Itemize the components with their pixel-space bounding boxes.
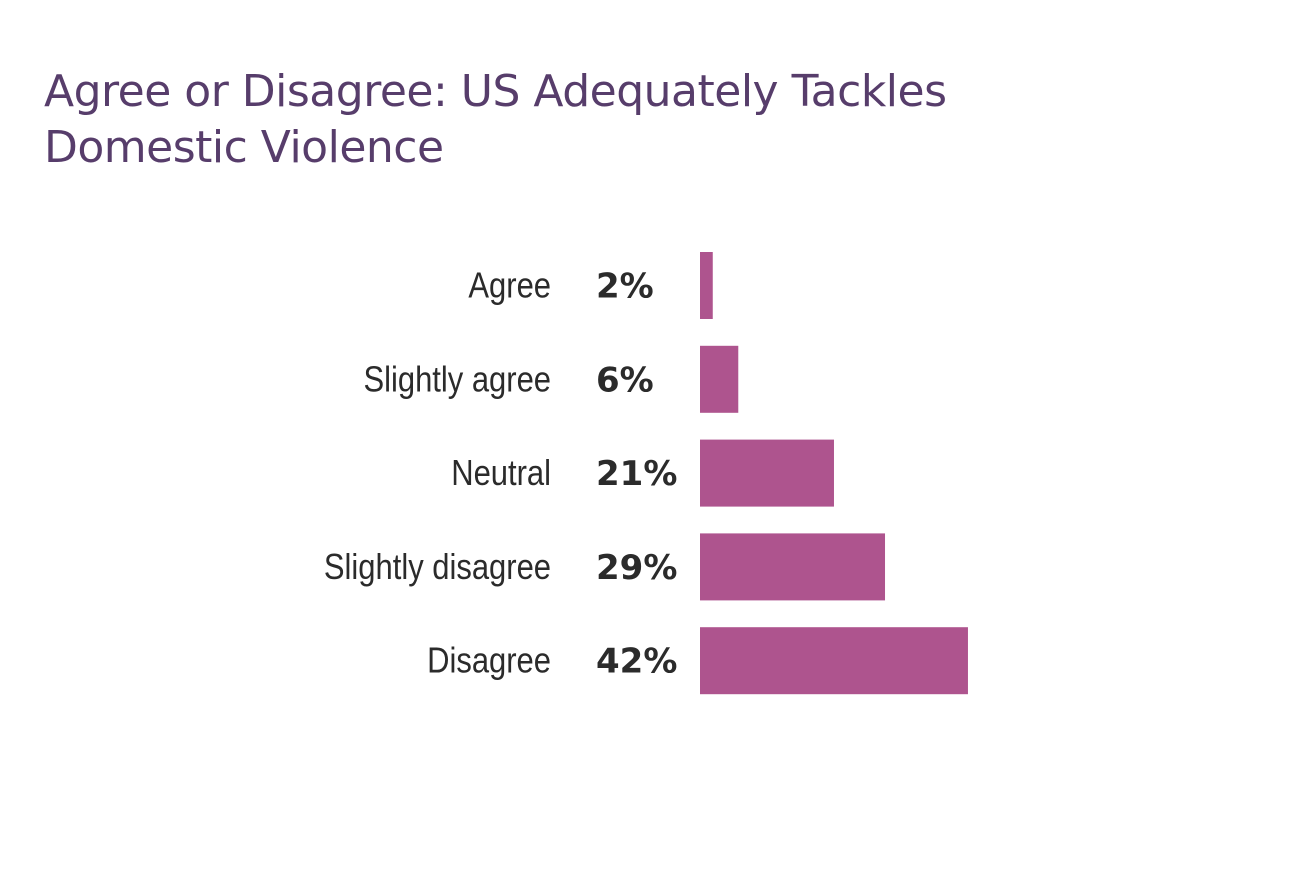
- value-label: 42%: [596, 642, 677, 682]
- bar: [700, 439, 834, 507]
- category-label: Neutral: [451, 454, 551, 494]
- value-label: 29%: [596, 548, 677, 588]
- bar: [700, 345, 739, 413]
- category-label: Agree: [468, 266, 551, 306]
- bar: [700, 252, 713, 319]
- category-label: Disagree: [427, 642, 551, 682]
- value-label: 21%: [596, 454, 677, 494]
- bar: [700, 627, 968, 695]
- bar: [700, 533, 886, 601]
- category-label: Slightly disagree: [324, 548, 551, 588]
- category-label: Slightly agree: [363, 360, 551, 400]
- chart-title: Agree or Disagree: US Adequately Tackles…: [44, 66, 947, 173]
- value-label: 2%: [596, 267, 654, 307]
- value-label: 6%: [596, 360, 654, 400]
